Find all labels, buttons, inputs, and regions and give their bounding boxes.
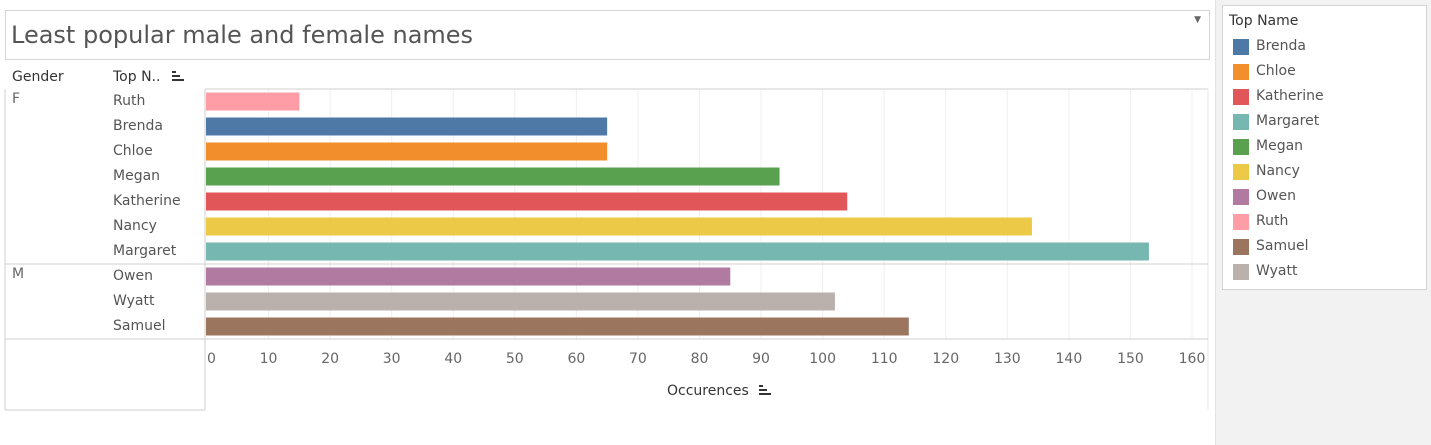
bar-chloe[interactable] bbox=[206, 142, 608, 161]
bar-chart: 0 10 20 30 40 50 60 70 80 90 100 110 120 130 140 150 160 bbox=[4, 88, 1209, 411]
legend-label: Katherine bbox=[1256, 88, 1324, 104]
x-axis-label: Occurences bbox=[667, 383, 772, 399]
x-tick-label: 30 bbox=[383, 351, 401, 367]
legend-swatch bbox=[1233, 189, 1249, 205]
row-label-wyatt[interactable]: Wyatt bbox=[113, 293, 155, 309]
legend-label: Ruth bbox=[1256, 213, 1289, 229]
legend-label: Wyatt bbox=[1256, 263, 1298, 279]
legend-swatch bbox=[1233, 114, 1249, 130]
row-label-margaret[interactable]: Margaret bbox=[113, 243, 177, 259]
x-tick-label: 140 bbox=[1056, 351, 1083, 367]
row-label-owen[interactable]: Owen bbox=[113, 268, 153, 284]
legend-swatch bbox=[1233, 214, 1249, 230]
gender-header[interactable]: Gender bbox=[12, 69, 64, 85]
legend-swatch bbox=[1233, 164, 1249, 180]
x-tick-label: 100 bbox=[809, 351, 836, 367]
x-tick-label: 110 bbox=[871, 351, 898, 367]
legend-label: Brenda bbox=[1256, 38, 1307, 54]
legend-label: Chloe bbox=[1256, 63, 1296, 79]
bar-brenda[interactable] bbox=[206, 117, 608, 136]
row-label-nancy[interactable]: Nancy bbox=[113, 218, 157, 234]
legend-swatch bbox=[1233, 139, 1249, 155]
top-name-header[interactable]: Top N.. bbox=[113, 69, 161, 85]
row-label-megan[interactable]: Megan bbox=[113, 168, 161, 184]
legend-label: Megan bbox=[1256, 138, 1304, 154]
legend-swatch bbox=[1233, 89, 1249, 105]
x-tick-label: 70 bbox=[629, 351, 647, 367]
bar-margaret[interactable] bbox=[206, 242, 1149, 261]
x-tick-label: 10 bbox=[260, 351, 278, 367]
x-tick-label: 120 bbox=[932, 351, 959, 367]
bar-samuel[interactable] bbox=[206, 317, 909, 336]
row-label-samuel[interactable]: Samuel bbox=[113, 318, 166, 334]
bar-nancy[interactable] bbox=[206, 217, 1032, 236]
x-tick-label: 130 bbox=[994, 351, 1021, 367]
x-tick-label: 40 bbox=[444, 351, 462, 367]
row-label-brenda[interactable]: Brenda bbox=[113, 118, 164, 134]
bar-owen[interactable] bbox=[206, 267, 731, 286]
dropdown-arrow-icon[interactable]: ▼ bbox=[1194, 15, 1201, 25]
bar-katherine[interactable] bbox=[206, 192, 848, 211]
legend: Top Name Brenda Chloe Katherine Margaret Meg… bbox=[1222, 5, 1427, 290]
legend-label: Nancy bbox=[1256, 163, 1300, 179]
sort-descending-icon[interactable] bbox=[172, 71, 186, 83]
bar-wyatt[interactable] bbox=[206, 292, 835, 311]
x-tick-label: 0 bbox=[207, 351, 216, 367]
legend-swatch bbox=[1233, 39, 1249, 55]
gender-group-label: M bbox=[12, 266, 25, 282]
row-label-katherine[interactable]: Katherine bbox=[113, 193, 181, 209]
x-tick-label: 20 bbox=[321, 351, 339, 367]
row-label-ruth[interactable]: Ruth bbox=[113, 93, 146, 109]
legend-label: Margaret bbox=[1256, 113, 1320, 129]
bar-megan[interactable] bbox=[206, 167, 780, 186]
gender-group-label: F bbox=[12, 91, 21, 107]
x-tick-label: 90 bbox=[752, 351, 770, 367]
chart-title: Least popular male and female names bbox=[11, 21, 474, 49]
axis-sort-icon[interactable] bbox=[759, 385, 773, 397]
x-tick-label: 60 bbox=[567, 351, 585, 367]
x-tick-label: 150 bbox=[1117, 351, 1144, 367]
x-tick-label: 80 bbox=[691, 351, 709, 367]
legend-label: Samuel bbox=[1256, 238, 1309, 254]
title-box: Least popular male and female names ▼ bbox=[5, 10, 1210, 60]
legend-swatch bbox=[1233, 64, 1249, 80]
legend-label: Owen bbox=[1256, 188, 1296, 204]
legend-swatch bbox=[1233, 264, 1249, 280]
legend-swatch bbox=[1233, 239, 1249, 255]
x-tick-label: 50 bbox=[506, 351, 524, 367]
x-tick-label: 160 bbox=[1179, 351, 1206, 367]
bar-ruth[interactable] bbox=[206, 92, 300, 111]
legend-title: Top Name bbox=[1229, 13, 1299, 29]
row-label-chloe[interactable]: Chloe bbox=[113, 143, 153, 159]
